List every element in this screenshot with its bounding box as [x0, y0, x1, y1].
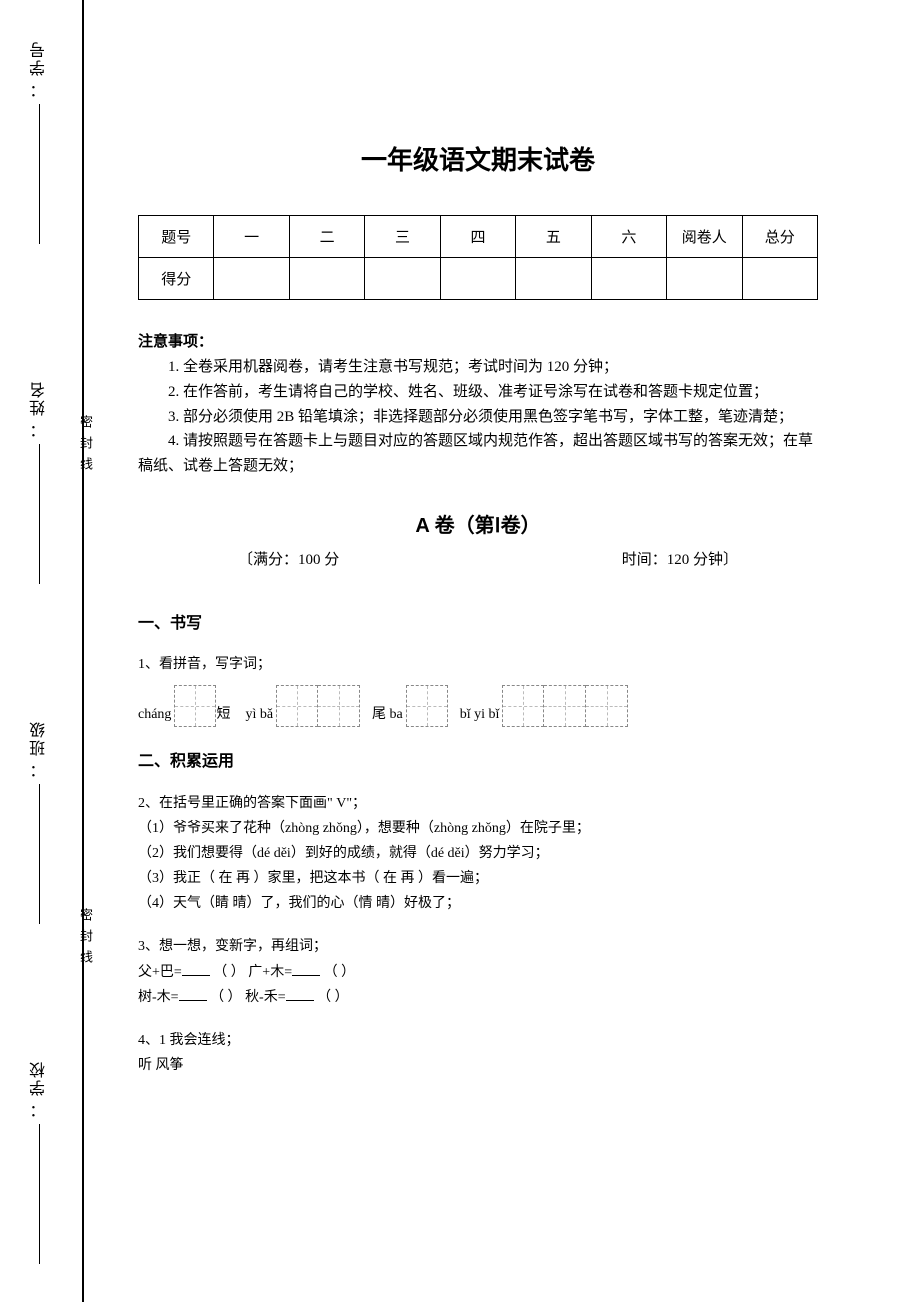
question-2: 2、在括号里正确的答案下面画" V"； （1）爷爷买来了花种（zhòng zhǒ… [138, 791, 818, 917]
char-box[interactable] [544, 685, 586, 727]
score-table: 题号 一 二 三 四 五 六 阅卷人 总分 得分 [138, 215, 818, 300]
field-class: ： 班级 [28, 720, 52, 924]
label-school: 学校 [28, 1060, 52, 1096]
exam-title: 一年级语文期末试卷 [138, 140, 818, 177]
th-col: 三 [365, 216, 440, 258]
q2-line: （4）天气（睛 晴）了，我们的心（情 晴）好极了； [138, 891, 818, 916]
char-box[interactable] [406, 685, 448, 727]
label-class: 班级 [28, 720, 52, 756]
q3-line: 父+巴= （ ） 广+木= （ ） [138, 960, 818, 985]
th-col: 六 [591, 216, 666, 258]
pinyin-post: 短 [216, 703, 230, 727]
question-3: 3、想一想，变新字，再组词； 父+巴= （ ） 广+木= （ ） 树-木= （ … [138, 934, 818, 1010]
notice-item: 3. 部分必须使用 2B 铅笔填涂；非选择题部分必须使用黑色签字笔书写，字体工整… [138, 405, 818, 430]
field-student-id: ： 学号 [28, 40, 52, 244]
pinyin-label: cháng [138, 703, 171, 727]
table-row: 题号 一 二 三 四 五 六 阅卷人 总分 [139, 216, 818, 258]
blank[interactable] [292, 962, 320, 976]
field-name: ： 姓名 [28, 380, 52, 584]
q3-part: 父+巴= [138, 965, 182, 980]
notice-body: 1. 全卷采用机器阅卷，请考生注意书写规范；考试时间为 120 分钟； 2. 在… [138, 355, 818, 479]
seal-line-label: 密封线 [76, 908, 95, 971]
question-prompt: 1、看拼音，写字词； [138, 653, 818, 677]
field-line [40, 784, 41, 924]
char-box[interactable] [174, 685, 216, 727]
th-col: 总分 [742, 216, 818, 258]
field-line [40, 104, 41, 244]
notice-item: 4. 请按照题号在答题卡上与题目对应的答题区域内规范作答，超出答题区域书写的答案… [138, 429, 818, 479]
score-cell[interactable] [440, 258, 515, 300]
section-a-info: 〔满分：100 分 时间：120 分钟〕 [138, 548, 818, 569]
section-a-title: A 卷（第Ⅰ卷） [138, 509, 818, 538]
section-2-heading: 二、积累运用 [138, 747, 818, 771]
pinyin-item: 尾 ba [372, 685, 448, 727]
main-content: 一年级语文期末试卷 题号 一 二 三 四 五 六 阅卷人 总分 得分 注意事项：… [138, 140, 818, 1096]
score-cell[interactable] [365, 258, 440, 300]
label-name: 姓名 [28, 380, 52, 416]
pinyin-row: cháng 短 yì bǎ 尾 ba bǐ yi bǐ [138, 685, 818, 727]
colon: ： [28, 422, 52, 438]
time-limit: 时间：120 分钟〕 [622, 548, 738, 569]
question-prompt: 4、1 我会连线； [138, 1028, 818, 1053]
pinyin-item: bǐ yi bǐ [460, 685, 629, 727]
blank[interactable] [182, 962, 210, 976]
q2-line: （1）爷爷买来了花种（zhòng zhǒng），想要种（zhòng zhǒng）… [138, 816, 818, 841]
q4-line: 听 风筝 [138, 1053, 818, 1078]
label-student-id: 学号 [28, 40, 52, 76]
pinyin-item: cháng 短 [138, 685, 233, 727]
th-col: 二 [289, 216, 364, 258]
char-box-group [406, 685, 448, 727]
question-prompt: 3、想一想，变新字，再组词； [138, 934, 818, 959]
score-cell[interactable] [289, 258, 364, 300]
th-col: 五 [516, 216, 591, 258]
question-1: 1、看拼音，写字词； cháng 短 yì bǎ 尾 ba [138, 653, 818, 727]
char-box[interactable] [586, 685, 628, 727]
char-box-group [276, 685, 360, 727]
table-row: 得分 [139, 258, 818, 300]
full-score: 〔满分：100 分 [238, 548, 339, 569]
colon: ： [28, 762, 52, 778]
blank[interactable] [286, 987, 314, 1001]
pinyin-label: yì bǎ [245, 703, 273, 727]
th-label: 题号 [139, 216, 214, 258]
th-col: 阅卷人 [667, 216, 742, 258]
pinyin-label: 尾 ba [372, 703, 403, 727]
q3-part: 树-木= [138, 990, 179, 1005]
th-col: 一 [214, 216, 289, 258]
char-box-group [502, 685, 628, 727]
char-box[interactable] [318, 685, 360, 727]
pinyin-label: bǐ yi bǐ [460, 703, 500, 727]
score-cell[interactable] [516, 258, 591, 300]
section-1-heading: 一、书写 [138, 609, 818, 633]
blank[interactable] [179, 987, 207, 1001]
char-box[interactable] [276, 685, 318, 727]
notice-item: 1. 全卷采用机器阅卷，请考生注意书写规范；考试时间为 120 分钟； [138, 355, 818, 380]
score-cell[interactable] [591, 258, 666, 300]
question-prompt: 2、在括号里正确的答案下面画" V"； [138, 791, 818, 816]
notice-item: 2. 在作答前，考生请将自己的学校、姓名、班级、准考证号涂写在试卷和答题卡规定位… [138, 380, 818, 405]
field-line [40, 1124, 41, 1264]
colon: ： [28, 82, 52, 98]
q3-part: 秋-禾= [245, 990, 286, 1005]
q3-part: 广+木= [248, 965, 292, 980]
char-box-group [174, 685, 216, 727]
th-col: 四 [440, 216, 515, 258]
q3-line: 树-木= （ ） 秋-禾= （ ） [138, 985, 818, 1010]
row-label: 得分 [139, 258, 214, 300]
q2-line: （2）我们想要得（dé děi）到好的成绩，就得（dé děi）努力学习； [138, 841, 818, 866]
q2-line: （3）我正（ 在 再 ）家里，把这本书（ 在 再 ）看一遍； [138, 866, 818, 891]
colon: ： [28, 1102, 52, 1118]
pinyin-item: yì bǎ [245, 685, 360, 727]
binding-sidebar: ： 学号 ： 姓名 ： 班级 ： 学校 密封线 密封线 [0, 0, 82, 1302]
page-left-edge [82, 0, 84, 1302]
score-cell[interactable] [214, 258, 289, 300]
notice-heading: 注意事项： [138, 330, 818, 351]
field-line [40, 444, 41, 584]
score-cell[interactable] [742, 258, 818, 300]
score-cell[interactable] [667, 258, 742, 300]
field-school: ： 学校 [28, 1060, 52, 1264]
seal-line-label: 密封线 [76, 415, 95, 478]
question-4: 4、1 我会连线； 听 风筝 [138, 1028, 818, 1078]
char-box[interactable] [502, 685, 544, 727]
